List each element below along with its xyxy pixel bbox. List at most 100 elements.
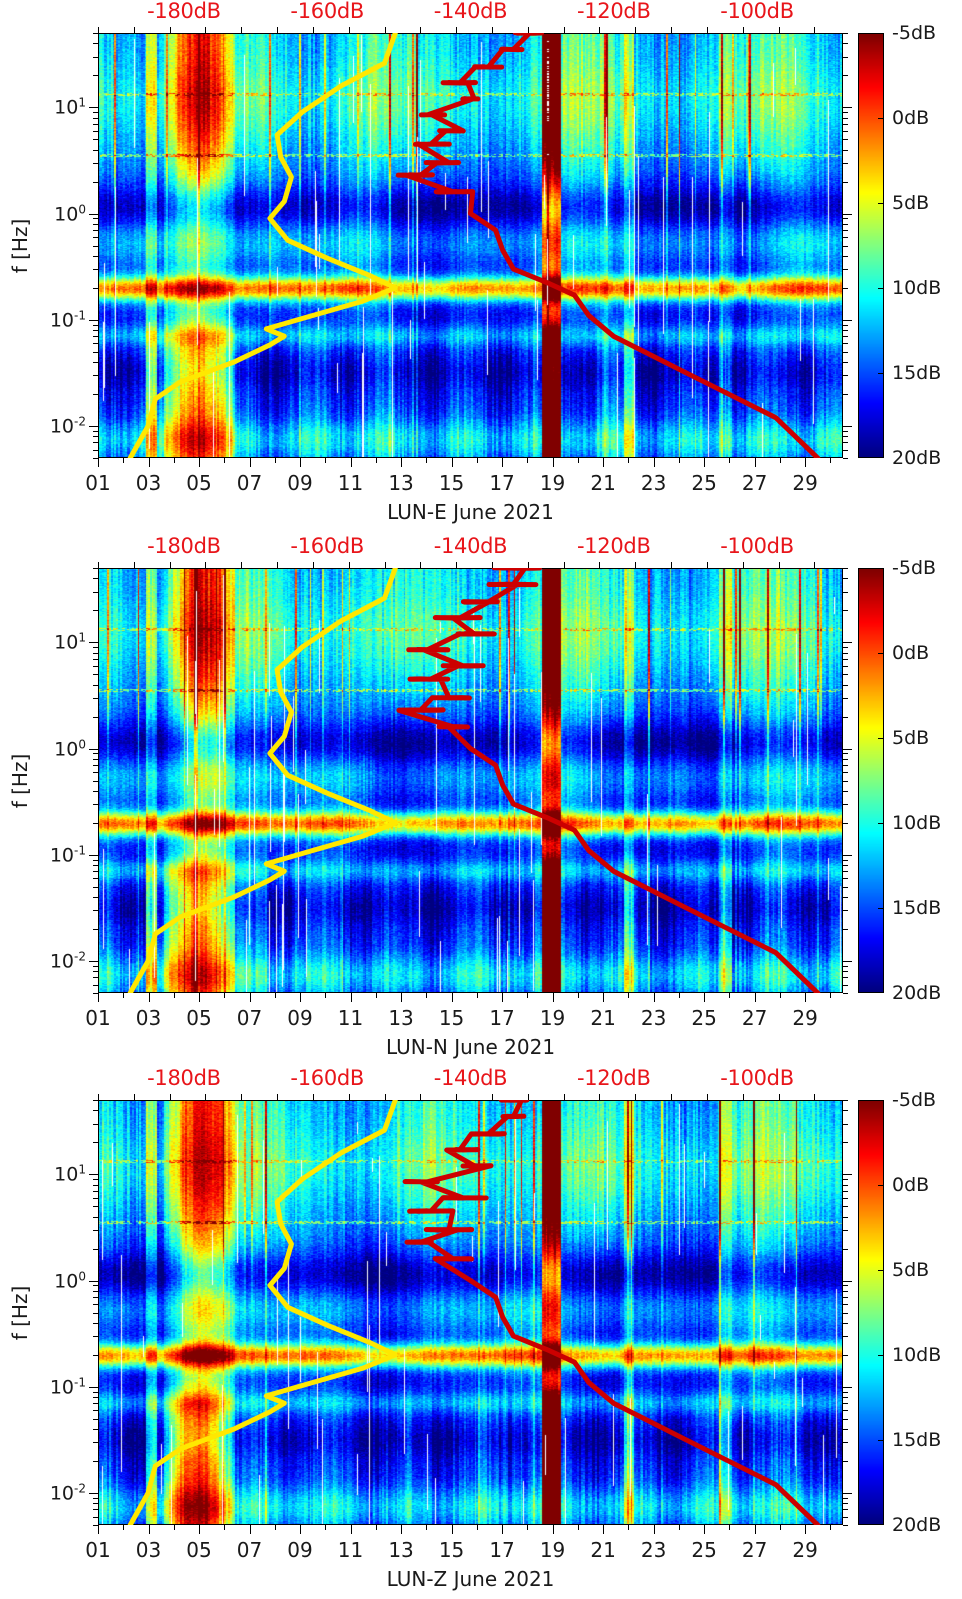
y-axis-minor-tick-inner — [843, 1322, 848, 1324]
top-db-label: -160dB — [290, 0, 365, 23]
y-axis-minor-tick-inner — [843, 758, 848, 760]
day-tick-label: 17 — [489, 1006, 515, 1030]
top-db-label: -180dB — [147, 534, 221, 558]
y-axis-minor-tick-inner — [843, 336, 848, 338]
y-axis-minor-tick-inner — [843, 33, 848, 34]
colorbar-tick-label: 15dB — [892, 1429, 942, 1451]
y-axis-minor-tick-inner — [843, 665, 848, 667]
day-axis-tick — [249, 458, 251, 467]
colorbar-tick-label: 20dB — [892, 1514, 942, 1536]
y-axis-minor-tick-inner — [843, 130, 848, 132]
y-axis-minor-tick-inner — [843, 218, 848, 220]
y-axis-minor-tick-inner — [843, 223, 848, 225]
y-axis-minor-tick-inner — [843, 993, 848, 994]
day-tick-label: 29 — [792, 1538, 818, 1562]
day-axis-tick — [426, 993, 428, 998]
top-axis-tick — [205, 1094, 207, 1100]
day-axis-tick — [426, 458, 428, 463]
y-axis-minor-tick-inner — [843, 1296, 848, 1298]
colorbar — [858, 33, 884, 458]
y-axis-minor-tick — [93, 1285, 98, 1287]
y-axis-minor-tick-inner — [843, 162, 848, 164]
y-axis-minor-tick-inner — [843, 269, 848, 271]
y-axis-major-tick-inner — [843, 961, 852, 962]
colorbar-tick-label: 0dB — [892, 1174, 930, 1196]
y-axis-major-tick — [89, 642, 98, 644]
day-tick-label: 13 — [388, 471, 414, 495]
top-db-label: -140dB — [433, 534, 508, 558]
y-axis-major-tick — [89, 854, 98, 856]
y-axis-minor-tick-inner — [843, 1197, 848, 1199]
top-db-label: -120dB — [576, 534, 651, 558]
top-axis-tick — [635, 27, 637, 33]
day-axis-tick — [527, 1525, 529, 1530]
day-axis-tick — [350, 993, 352, 1002]
day-axis-tick — [98, 993, 99, 1002]
y-axis-minor-tick — [93, 804, 98, 806]
day-tick-label: 03 — [135, 1538, 162, 1562]
colorbar-tick-label: 20dB — [892, 982, 942, 1004]
day-tick-label: 07 — [236, 1006, 263, 1030]
top-axis-tick — [384, 27, 386, 33]
y-axis-minor-tick — [93, 117, 98, 119]
day-tick-label: 17 — [489, 471, 515, 495]
day-axis-tick — [603, 1525, 605, 1534]
day-axis-tick — [779, 1525, 781, 1530]
top-db-label: -120dB — [576, 0, 651, 23]
y-axis-minor-tick-inner — [843, 790, 848, 792]
y-axis-minor-tick — [93, 1322, 98, 1324]
y-axis-minor-tick-inner — [843, 1497, 848, 1499]
day-tick-label: 25 — [691, 471, 717, 495]
colorbar-tick-label: 10dB — [892, 812, 942, 834]
y-axis-minor-tick — [93, 449, 98, 451]
y-axis-minor-tick — [93, 1142, 98, 1144]
colorbar-tick-label: 5dB — [892, 192, 930, 214]
y-axis-minor-tick — [93, 929, 98, 931]
day-axis-tick — [249, 1525, 251, 1534]
top-axis-tick — [456, 1094, 458, 1100]
y-axis-minor-tick-inner — [843, 56, 848, 58]
y-axis-minor-tick — [93, 1509, 98, 1511]
y-axis-minor-tick — [93, 971, 98, 973]
day-axis-tick — [224, 993, 226, 998]
top-axis-tick — [671, 562, 673, 568]
day-axis-tick — [805, 993, 807, 1002]
day-axis-tick — [224, 1525, 226, 1530]
y-axis-minor-tick — [93, 753, 98, 755]
y-axis-minor-tick — [93, 229, 98, 231]
y-axis-major-tick-inner — [843, 107, 852, 109]
top-axis-tick — [348, 27, 350, 33]
day-tick-label: 21 — [590, 1538, 616, 1562]
y-axis-minor-tick — [93, 255, 98, 257]
y-axis-major-tick — [89, 1174, 98, 1176]
top-axis-tick — [241, 27, 243, 33]
day-axis-tick — [451, 458, 453, 467]
y-axis-minor-tick-inner — [843, 1391, 848, 1393]
day-axis-tick — [148, 993, 150, 1002]
top-axis-tick — [277, 1094, 279, 1100]
day-tick-label: 25 — [691, 1538, 717, 1562]
y-axis-minor-tick-inner — [843, 1216, 848, 1218]
y-axis-minor-tick — [93, 859, 98, 861]
day-axis-tick — [451, 993, 453, 1002]
colorbar-tick — [878, 1355, 884, 1356]
top-axis-tick — [205, 562, 207, 568]
top-axis-tick — [635, 562, 637, 568]
top-axis-tick — [133, 27, 135, 33]
y-axis-minor-tick-inner — [843, 375, 848, 377]
colorbar-tick-label: 5dB — [892, 1259, 930, 1281]
y-axis-major-tick-inner — [843, 213, 852, 215]
y-axis-major-tick-inner — [843, 642, 852, 644]
day-axis-tick — [199, 458, 201, 467]
y-axis-minor-tick-inner — [843, 859, 848, 861]
day-axis-tick — [527, 458, 529, 463]
y-axis-minor-tick-inner — [843, 351, 848, 353]
y-axis-minor-tick — [93, 1123, 98, 1125]
day-tick-label: 15 — [438, 471, 465, 495]
colorbar-gradient — [859, 34, 883, 457]
y-axis-minor-tick — [93, 1442, 98, 1444]
y-axis-minor-tick-inner — [843, 149, 848, 151]
y-axis-label: 10-2 — [49, 1481, 86, 1505]
day-axis-tick — [754, 993, 756, 1002]
